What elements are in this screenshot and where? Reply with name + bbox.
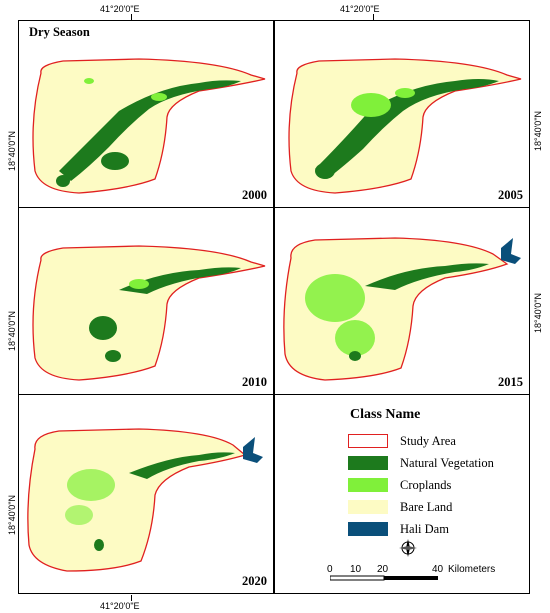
study-area-shape	[32, 245, 266, 381]
dam-shape	[501, 238, 521, 264]
legend-label: Bare Land	[400, 499, 453, 514]
map-panel-2005: 2005	[274, 20, 530, 208]
top-tick-left	[131, 14, 132, 20]
legend-swatch	[348, 500, 388, 514]
legend-item-study-area: Study Area	[348, 433, 456, 449]
top-lon-label-right: 41°20'0"E	[340, 4, 380, 14]
vegetation-patch	[349, 351, 361, 361]
cropland-patch	[67, 469, 115, 501]
legend-label: Hali Dam	[400, 521, 449, 536]
north-arrow-icon	[399, 539, 417, 557]
left-lat-label-2: 18°40'0"N	[7, 310, 17, 352]
legend-label: Study Area	[400, 433, 456, 448]
scale-bar	[330, 575, 438, 581]
scale-tick-20: 20	[377, 564, 389, 575]
vegetation-patch	[94, 539, 104, 551]
legend-item-natural-vegetation: Natural Vegetation	[348, 455, 494, 471]
year-label: 2000	[242, 188, 267, 202]
cropland-patch	[335, 320, 375, 356]
dam-shape	[243, 437, 263, 463]
left-lat-label-3: 18°40'0"N	[7, 494, 17, 536]
scale-tick-40: 40	[432, 564, 444, 575]
year-label: 2005	[498, 188, 523, 202]
year-label: 2010	[242, 375, 267, 389]
scale-tick-0: 0	[327, 564, 333, 575]
season-label: Dry Season	[29, 25, 90, 39]
top-lon-label-left: 41°20'0"E	[100, 4, 140, 14]
vegetation-belt	[365, 263, 489, 290]
left-lat-label-1: 18°40'0"N	[7, 130, 17, 172]
study-area-shape	[27, 428, 247, 572]
cropland-patch	[65, 505, 93, 525]
bottom-lon-label: 41°20'0"E	[100, 601, 140, 611]
right-lat-label-2: 18°40'0"N	[533, 292, 543, 334]
year-label: 2015	[498, 375, 523, 389]
map-panel-2000: Dry Season 2000	[18, 20, 274, 208]
scale-unit: Kilometers	[448, 564, 496, 575]
legend-swatch	[348, 434, 388, 448]
legend-label: Natural Vegetation	[400, 455, 494, 470]
vegetation-patch	[56, 175, 70, 187]
map-svg-2010	[32, 245, 266, 381]
vegetation-belt	[119, 267, 241, 294]
vegetation-belt	[59, 80, 241, 181]
right-lat-label-1: 18°40'0"N	[533, 110, 543, 152]
cropland-patch	[84, 78, 94, 84]
cropland-patch	[351, 93, 391, 117]
map-svg-2020	[27, 428, 263, 572]
map-panel-2010: 2010	[18, 207, 274, 395]
cropland-patch	[395, 88, 415, 98]
cropland-patch	[305, 274, 365, 322]
legend-item-croplands: Croplands	[348, 477, 451, 493]
map-panel-2020: 2020	[18, 394, 274, 594]
legend-swatch	[348, 456, 388, 470]
map-svg-2015	[283, 237, 521, 381]
legend-item-hali-dam: Hali Dam	[348, 521, 449, 537]
vegetation-patch	[105, 350, 121, 362]
legend-panel	[274, 394, 530, 594]
bottom-tick	[131, 595, 132, 601]
map-panel-2015: 2015	[274, 207, 530, 395]
vegetation-patch	[89, 316, 117, 340]
legend-item-bare-land: Bare Land	[348, 499, 452, 515]
vegetation-belt	[129, 452, 235, 479]
map-svg-2000	[32, 58, 266, 194]
map-svg-2005	[288, 58, 522, 194]
vegetation-patch	[101, 152, 129, 170]
legend-swatch	[348, 522, 388, 536]
top-tick-right	[373, 14, 374, 20]
legend-label: Croplands	[400, 477, 452, 492]
cropland-patch	[151, 93, 167, 101]
year-label: 2020	[242, 574, 267, 588]
scale-tick-10: 10	[350, 564, 362, 575]
vegetation-patch	[315, 163, 335, 179]
legend-swatch	[348, 478, 388, 492]
cropland-patch	[129, 279, 149, 289]
legend-title: Class Name	[350, 407, 421, 422]
